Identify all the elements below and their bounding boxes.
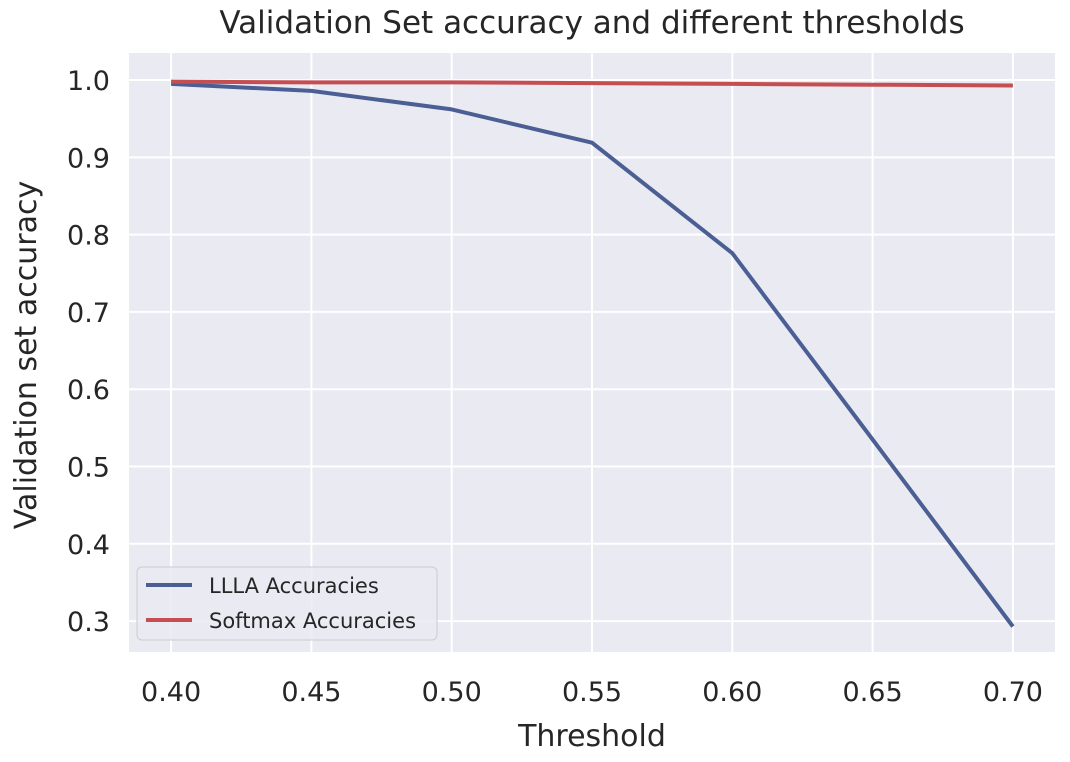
legend-box <box>136 566 438 641</box>
y-tick-labels: 0.3 0.4 0.5 0.6 0.7 0.8 0.9 1.0 <box>67 66 110 638</box>
series-line-1 <box>171 81 1015 628</box>
legend: LLLA Accuracies Softmax Accuracies <box>136 566 438 641</box>
y-tick-label: 0.9 <box>67 143 110 174</box>
y-tick-label: 0.7 <box>67 298 110 329</box>
x-tick-labels: 0.40 0.45 0.50 0.55 0.60 0.65 0.70 <box>141 677 1043 708</box>
y-tick-label: 0.4 <box>67 530 110 561</box>
x-tick-label: 0.55 <box>562 677 622 708</box>
y-tick-label: 0.8 <box>67 221 110 252</box>
x-axis-label: Threshold <box>517 719 666 754</box>
x-tick-label: 0.60 <box>702 677 762 708</box>
y-tick-label: 0.3 <box>67 607 110 638</box>
x-tick-label: 0.50 <box>422 677 482 708</box>
legend-label: LLLA Accuracies <box>209 574 379 598</box>
x-tick-label: 0.70 <box>983 677 1043 708</box>
series-lines <box>171 79 1015 628</box>
legend-label: Softmax Accuracies <box>209 609 416 633</box>
x-tick-label: 0.40 <box>141 677 201 708</box>
chart-title: Validation Set accuracy and different th… <box>219 5 964 41</box>
x-tick-label: 0.45 <box>281 677 341 708</box>
y-tick-label: 0.6 <box>67 375 110 406</box>
series-line-2 <box>171 79 1013 88</box>
y-axis-label: Validation set accuracy <box>9 181 44 529</box>
x-tick-label: 0.65 <box>843 677 903 708</box>
y-tick-label: 1.0 <box>67 66 110 97</box>
y-tick-label: 0.5 <box>67 453 110 484</box>
